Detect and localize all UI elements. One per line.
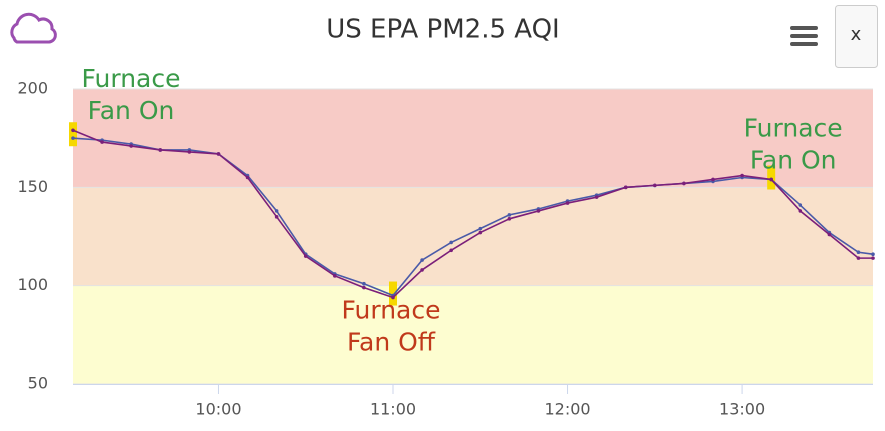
data-point	[769, 177, 773, 182]
data-point	[856, 256, 861, 260]
annotation-text: Furnace	[744, 114, 843, 143]
data-point	[711, 177, 715, 182]
close-button[interactable]: x	[835, 5, 878, 68]
data-point	[362, 285, 366, 290]
data-point	[100, 140, 104, 144]
data-point	[871, 256, 875, 260]
menu-bar	[790, 26, 818, 30]
data-point	[798, 203, 803, 207]
data-point	[623, 185, 628, 190]
close-box	[835, 5, 878, 68]
data-point	[565, 201, 570, 205]
data-point	[303, 254, 308, 258]
x-tick-label: 12:00	[544, 400, 590, 419]
menu-button[interactable]	[790, 26, 818, 46]
data-point	[420, 268, 424, 272]
data-point	[245, 175, 250, 180]
data-point	[798, 209, 803, 213]
data-point	[274, 215, 279, 219]
y-tick-label: 150	[17, 177, 48, 196]
x-tick-label: 10:00	[195, 400, 241, 419]
data-point	[129, 144, 133, 148]
data-point	[682, 181, 686, 186]
y-tick-label: 200	[17, 79, 48, 98]
close-label: x	[851, 24, 862, 45]
data-point	[216, 152, 221, 156]
data-point	[333, 274, 337, 278]
data-point	[449, 248, 453, 253]
plot-band	[73, 89, 873, 188]
data-point	[449, 240, 453, 245]
x-tick-label: 11:00	[370, 400, 416, 419]
data-point	[391, 295, 395, 300]
data-point	[478, 226, 483, 231]
data-point	[594, 195, 599, 199]
data-point	[187, 150, 192, 154]
data-point	[536, 209, 541, 213]
annotation-marker	[767, 165, 776, 190]
chart-title: US EPA PM2.5 AQI	[326, 15, 559, 45]
annotation-marker	[389, 281, 397, 306]
annotation-text: Fan On	[750, 146, 837, 175]
data-point	[420, 258, 424, 262]
data-point	[827, 232, 832, 237]
data-point	[740, 173, 744, 178]
menu-bar	[790, 42, 818, 46]
annotation-text: Furnace	[342, 296, 441, 325]
menu-bar	[790, 34, 818, 38]
data-point	[71, 136, 75, 140]
annotation-text: Fan Off	[347, 328, 436, 357]
data-point	[362, 281, 366, 286]
data-point	[856, 250, 861, 255]
data-point	[274, 209, 279, 213]
data-point	[478, 230, 483, 235]
data-point	[507, 217, 512, 221]
annotation-marker	[69, 122, 77, 147]
plot-band	[73, 285, 873, 384]
data-point	[507, 213, 512, 217]
cloud-icon	[10, 12, 57, 44]
x-tick-label: 13:00	[719, 400, 765, 419]
annotation-text: Fan On	[88, 96, 175, 125]
annotation-text: Furnace	[82, 64, 181, 93]
y-tick-label: 100	[17, 275, 48, 294]
data-point	[871, 252, 875, 256]
data-point	[71, 128, 75, 133]
y-tick-label: 50	[28, 374, 48, 393]
data-point	[653, 183, 657, 188]
data-point	[158, 148, 163, 152]
